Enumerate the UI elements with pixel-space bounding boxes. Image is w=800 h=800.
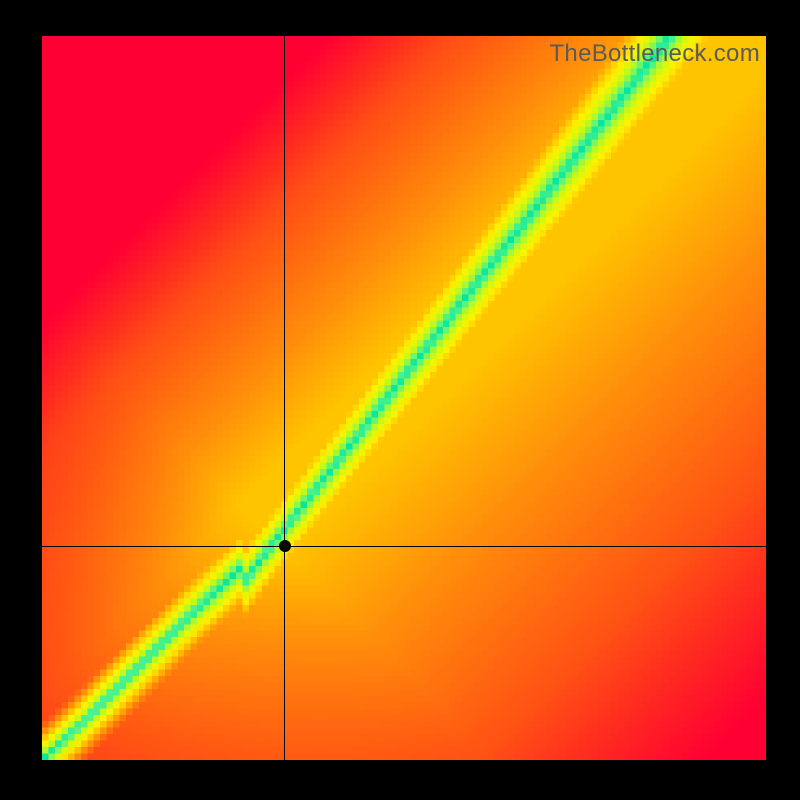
crosshair-horizontal <box>42 546 766 547</box>
watermark-text: TheBottleneck.com <box>549 40 760 68</box>
crosshair-vertical <box>284 36 285 760</box>
selection-marker <box>279 540 291 552</box>
heatmap-canvas <box>42 36 766 760</box>
bottleneck-heatmap: TheBottleneck.com <box>42 36 766 760</box>
